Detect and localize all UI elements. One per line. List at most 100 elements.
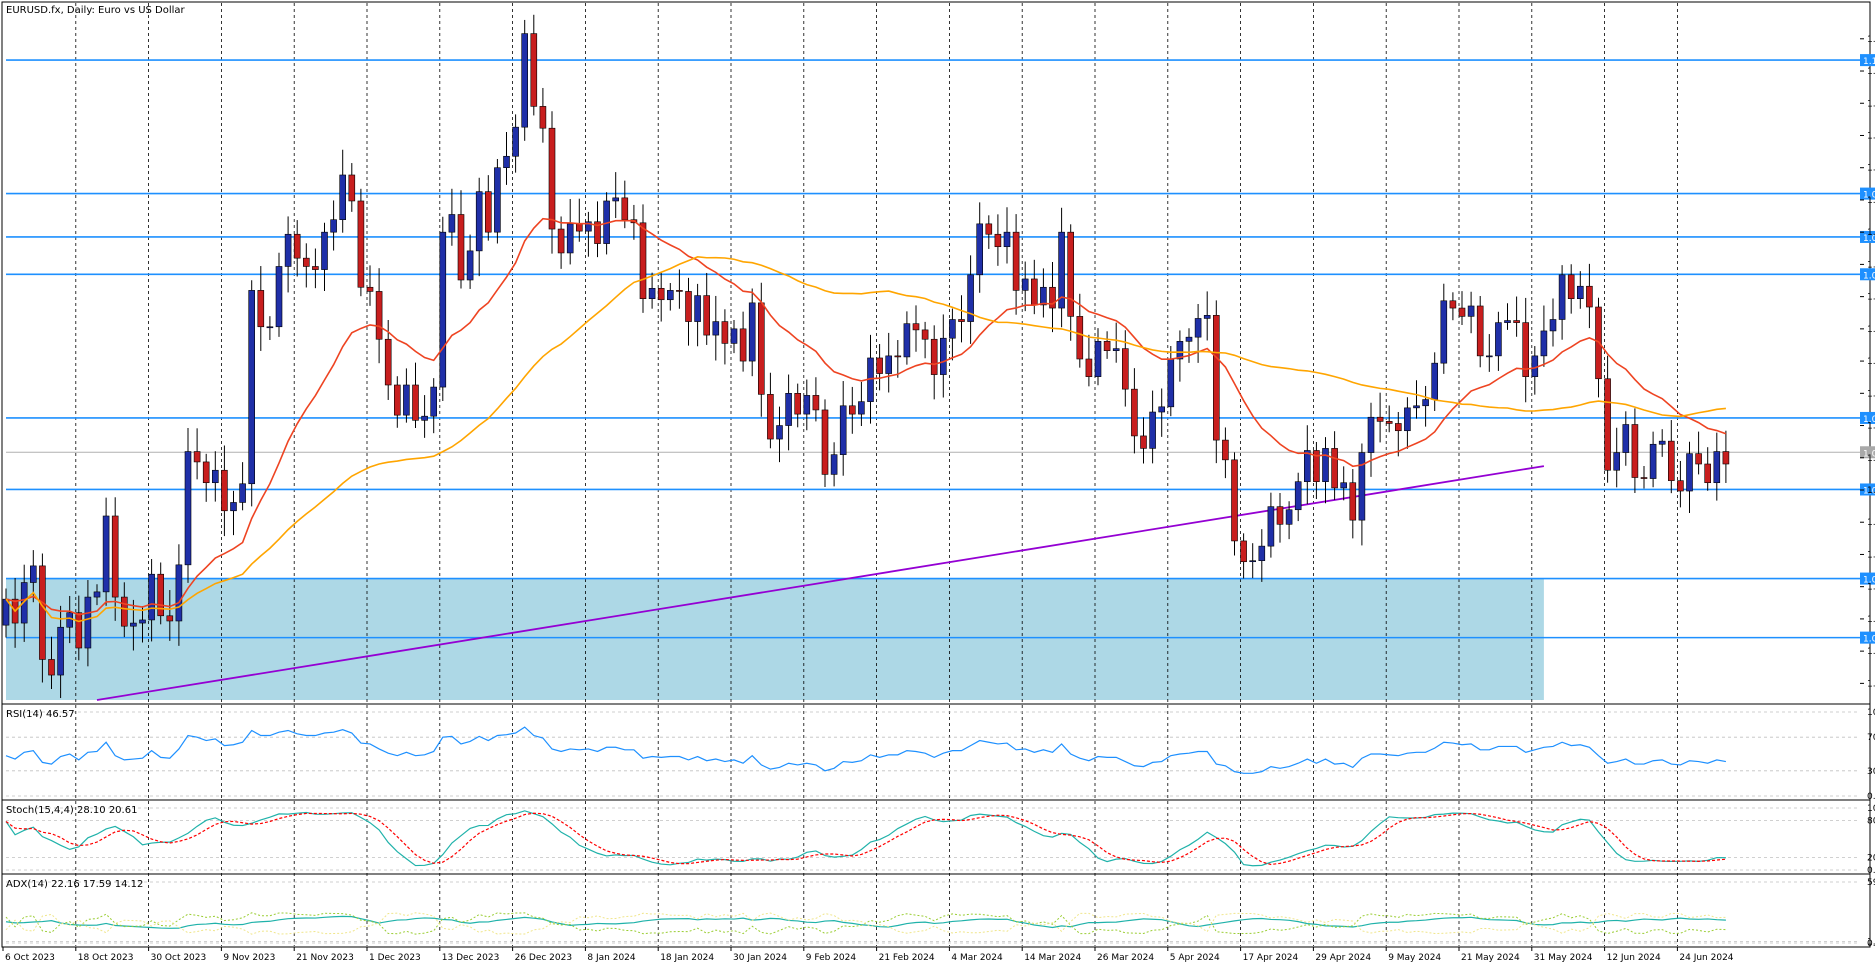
candle-body [293,233,301,259]
candle-body [566,223,574,254]
candle-body [585,221,592,232]
minus-di-line [5,912,1726,935]
date-axis-label: 26 Mar 2024 [1097,953,1154,963]
candle-body [1422,399,1429,407]
indicator-axis-label: 0.00 [1867,939,1875,949]
sub-panels: 100.00 70.00 30.00 0.00 100.00 80.00 20.00 0.00… [5,708,1875,949]
candle-body [921,329,929,340]
date-axis-label: 21 Feb 2024 [879,953,935,963]
date-axis: 6 Oct 2023 18 Oct 2023 30 Oct 2023 9 Nov 20… [2,947,1734,963]
candle-body [302,257,310,267]
candle-body [330,219,337,233]
candle-body [1713,451,1721,484]
candle-body [84,596,92,649]
candle-body [266,326,274,329]
candle-body [512,126,519,157]
candle-body [148,573,155,621]
candle-body [111,515,119,598]
date-axis-label: 30 Oct 2023 [151,953,207,963]
candle-body [1294,481,1302,511]
vertical-grid [75,3,1678,946]
candle-body [776,425,783,440]
candle-body [548,127,556,230]
level-price-tag [1860,230,1875,243]
candle-body [403,384,410,416]
candle-body [985,223,993,235]
candle-body [39,565,46,660]
level-price-label: 1.09364 [1863,234,1875,244]
candle-body [1476,305,1484,357]
price-axis-label: 1.05070 [1867,679,1875,689]
candle-body [976,223,984,276]
price-axis-label: 1.09100 [1867,260,1875,270]
candle-body [57,626,64,676]
date-axis-label: 29 Apr 2024 [1315,953,1371,963]
candle-body [1340,482,1347,489]
candle-body [1222,439,1229,461]
candle-body [757,302,765,395]
candle-body [212,469,219,484]
candle-body [930,338,938,375]
candle-body [794,393,802,415]
candle-body [1094,341,1102,377]
candle-body [1249,560,1256,563]
indicator-axis-label: 100.00 [1867,708,1875,718]
candle-body [876,357,883,374]
candle-body [657,288,665,301]
candle-body [1167,358,1175,408]
level-price-label: 1.06935 [1863,486,1875,496]
candle-body [1567,274,1575,300]
candle-body [676,290,683,292]
level-price-tag [1860,411,1875,424]
price-axis-label: 1.06930 [1867,486,1875,496]
candle-body [1358,452,1366,521]
candle-body [1322,448,1329,482]
candle-body [1276,506,1284,525]
date-axis-label: 8 Jan 2024 [587,953,635,963]
date-axis-label: 21 May 2024 [1461,953,1520,963]
candle-body [1404,407,1411,432]
candle-body [284,233,292,267]
candle-body [1577,285,1584,300]
trendline-layer[interactable] [96,465,1545,701]
date-axis-label: 5 Apr 2024 [1170,953,1220,963]
candle-body [175,564,183,622]
candle-body [1631,424,1639,478]
stoch-panel-frame [1,799,1871,875]
candle-body [903,323,911,358]
date-axis-label: 18 Oct 2023 [78,953,134,963]
moving-averages [5,217,1727,623]
candle-body [685,291,692,322]
candle-body [130,622,137,627]
candle-body [648,288,656,300]
candle-body [1058,231,1065,309]
level-price-label: 1.09781 [1863,191,1875,201]
price-axis-label: 1.06000 [1867,583,1875,593]
candle-body [821,409,829,475]
candle-body [1304,450,1311,482]
candle-body [575,223,583,232]
adx-label: ADX(14) 22.16 17.59 14.12 [6,879,143,890]
current-price-label: 1.07293 [1863,449,1875,459]
indicator-axis-label: 20.00 [1867,854,1875,864]
date-axis-label: 12 Jun 2024 [1607,953,1661,963]
indicator-axis-label: 100.00 [1867,804,1875,814]
candle-body [202,461,210,484]
candle-body [1686,453,1693,492]
ascending-trendline[interactable] [96,465,1545,701]
chart-title: EURUSD.fx, Daily: Euro vs US Dollar [6,5,186,16]
candle-body [994,233,1002,248]
candle-body [767,394,774,440]
candle-body [193,451,201,463]
candle-body [93,591,101,598]
candle-body [1076,316,1084,360]
candle-body [221,469,228,512]
current-price-tag [1860,446,1875,459]
date-axis-label: 30 Jan 2024 [733,953,787,963]
candle-body [739,328,747,362]
price-axis-label: 1.07240 [1867,454,1875,464]
stoch-main-line [5,810,1726,867]
candle-body [121,596,128,627]
candle-body [1158,406,1165,413]
